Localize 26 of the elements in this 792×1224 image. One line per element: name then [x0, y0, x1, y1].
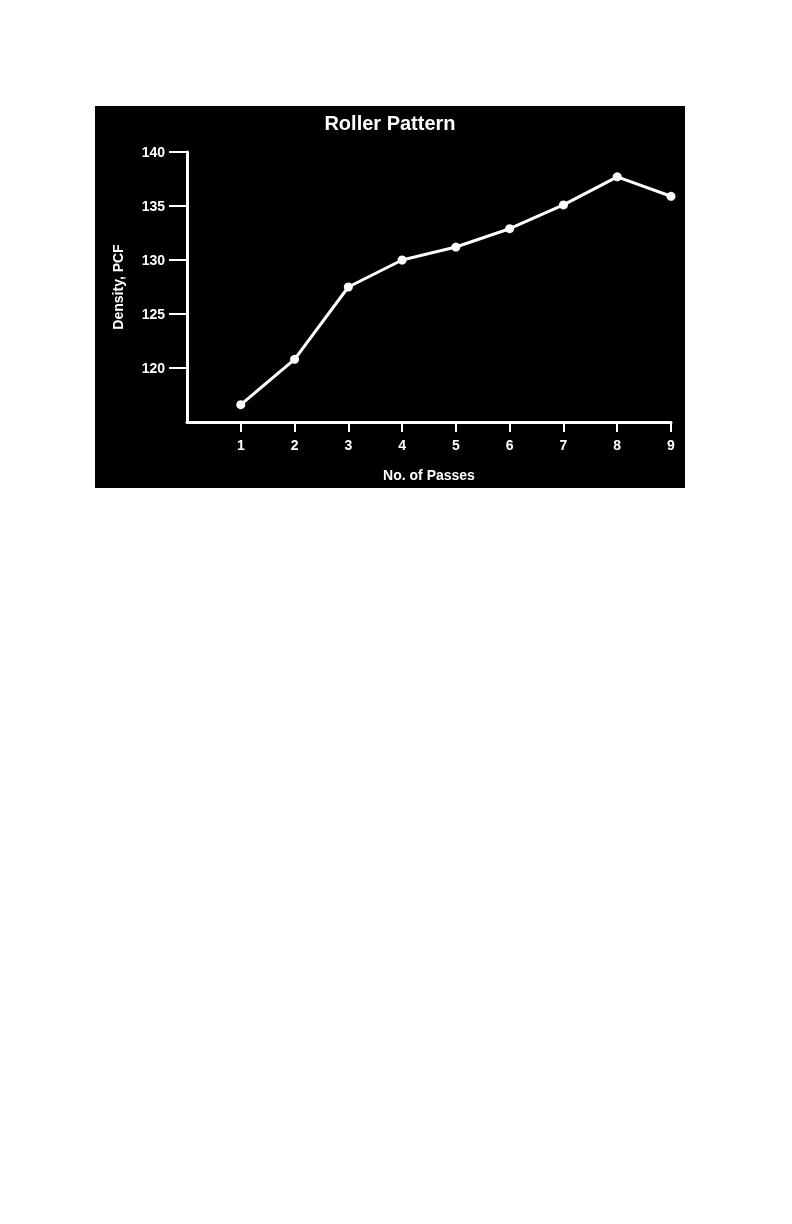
x-tick-label: 8	[613, 437, 622, 453]
y-axis-title: Density, PCF	[110, 243, 126, 330]
point	[397, 255, 407, 265]
point	[612, 172, 622, 182]
point	[451, 242, 461, 252]
point	[343, 282, 353, 292]
y-tick-label: 140	[141, 144, 166, 160]
x-tick-label: 3	[344, 437, 353, 453]
x-tick-label: 7	[559, 437, 568, 453]
point	[666, 191, 676, 201]
point	[558, 200, 568, 210]
x-tick-label: 2	[290, 437, 299, 453]
y-tick-label: 135	[141, 198, 166, 214]
point	[290, 354, 300, 364]
y-tick-label: 125	[141, 306, 166, 322]
x-tick-label: 4	[398, 437, 407, 453]
chart-title: Roller Pattern	[324, 112, 456, 134]
point	[236, 400, 246, 410]
x-tick-label: 1	[236, 437, 245, 453]
y-tick-label: 130	[141, 252, 166, 268]
y-tick-label: 120	[141, 360, 166, 376]
x-tick-label: 9	[667, 437, 676, 453]
point	[505, 224, 515, 234]
x-axis-title: No. of Passes	[383, 467, 476, 483]
x-tick-label: 6	[505, 437, 514, 453]
x-tick-label: 5	[451, 437, 460, 453]
